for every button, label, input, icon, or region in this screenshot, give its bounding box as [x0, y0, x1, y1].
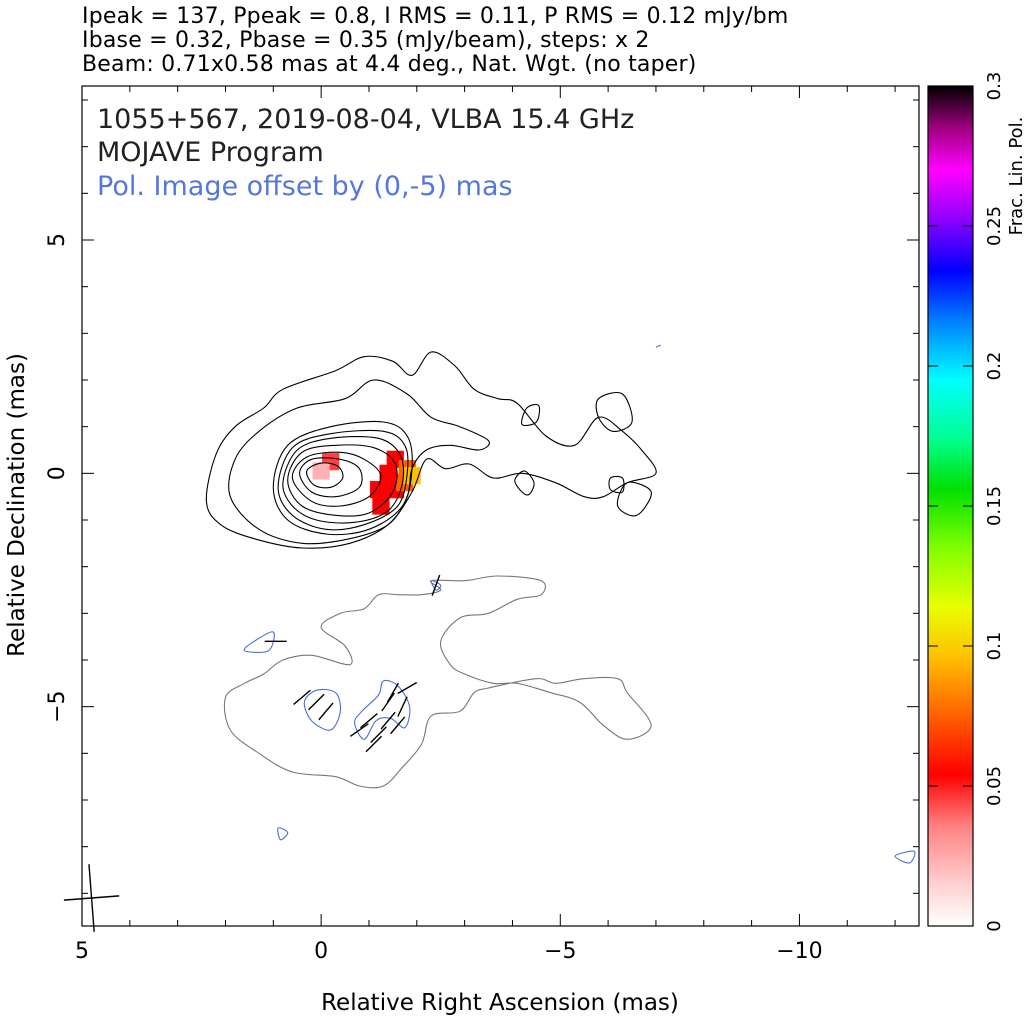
y-tick-label: 5	[45, 233, 70, 247]
x-axis-label: Relative Right Ascension (mas)	[321, 990, 679, 1016]
colorbar-tick-label: 0.05	[984, 766, 1005, 806]
pol-level-contour-7	[75, 634, 80, 636]
header-line-3: Beam: 0.71x0.58 mas at 4.4 deg., Nat. Wg…	[82, 52, 697, 77]
pol-pixel-1	[312, 462, 330, 480]
beam-minor-axis	[63, 895, 120, 901]
x-tick-label: 5	[75, 939, 89, 964]
evpa-vector-13	[390, 716, 406, 735]
stokes-i-contour-14	[616, 481, 652, 517]
pol-level-contour-8	[72, 644, 77, 646]
pol-offset-note: Pol. Image offset by (0,-5) mas	[97, 171, 513, 202]
y-tick-label: 0	[45, 466, 70, 480]
x-tick-label: 0	[314, 939, 328, 964]
evpa-vector-14	[397, 681, 418, 695]
x-tick-label: −10	[776, 939, 822, 964]
stokes-i-contour-6	[287, 444, 398, 517]
colorbar-tick-label: 0.3	[984, 72, 1005, 101]
header-line-1: Ipeak = 137, Ppeak = 0.8, I RMS = 0.11, …	[82, 4, 789, 29]
plot-frame	[81, 85, 920, 927]
evpa-vector-8	[380, 711, 396, 730]
evpa-vector-4	[318, 702, 334, 721]
stokes-i-contour-7	[291, 451, 382, 507]
stokes-i-contour-13	[608, 475, 625, 494]
stokes-i-contour-1	[205, 351, 657, 549]
axis-ticks: 5 0 −5 −10 5 0 −5	[45, 86, 919, 964]
stokes-i-contour-4	[277, 429, 409, 531]
evpa-vector-12	[381, 692, 395, 712]
pol-pixel-2	[369, 481, 388, 499]
y-tick-label: −5	[45, 690, 70, 722]
evpa-vector-7	[370, 726, 387, 743]
pol-level-contour-6	[894, 850, 916, 864]
map-title: 1055+567, 2019-08-04, VLBA 15.4 GHz	[97, 104, 634, 135]
y-axis-label: Relative Declination (mas)	[4, 353, 30, 657]
evpa-vector-1	[431, 574, 441, 596]
colorbar-tick-label: 0.25	[984, 206, 1005, 246]
colorbar-tick-label: 0.1	[984, 632, 1005, 661]
stokes-i-contour-12	[595, 391, 633, 432]
pol-level-contour-5	[277, 827, 289, 841]
colorbar-tick-label: 0	[984, 920, 1005, 931]
evpa-vectors	[264, 574, 441, 753]
evpa-vector-2	[293, 689, 311, 705]
stokes-i-contour-8	[299, 457, 363, 498]
colorbar-ticks: 0 0.05 0.1 0.15 0.2 0.25 0.3	[928, 72, 1005, 932]
stokes-i-contour-3	[272, 420, 413, 536]
stokes-i-contour-9	[306, 462, 344, 489]
evpa-vector-6	[360, 713, 378, 729]
colorbar-label: Frac. Lin. Pol.	[1006, 117, 1027, 236]
beam-symbol	[63, 864, 120, 932]
pol-level-contour-4	[655, 344, 661, 348]
evpa-vector-11	[397, 696, 408, 717]
stokes-i-contour-5	[282, 436, 405, 524]
evpa-vector-5	[349, 723, 369, 737]
map-subtitle: MOJAVE Program	[97, 137, 324, 168]
pol-base-contour	[223, 575, 652, 789]
stokes-i-contour-11	[521, 404, 541, 426]
evpa-vector-10	[386, 682, 399, 703]
x-tick-label: −5	[544, 939, 576, 964]
stokes-i-contour-2	[228, 379, 490, 545]
pol-level-contour-0	[303, 688, 342, 731]
stokes-i-contours	[205, 351, 657, 549]
pol-level-contour-3	[430, 580, 442, 591]
stokes-i-contour-10	[514, 470, 535, 496]
pol-pixel-4	[379, 464, 397, 482]
colorbar-tick-label: 0.15	[984, 486, 1005, 526]
header-line-2: Ibase = 0.32, Pbase = 0.35 (mJy/beam), s…	[82, 28, 650, 53]
pol-level-contour-2	[243, 631, 275, 654]
polarization-contours	[72, 344, 916, 864]
colorbar-tick-label: 0.2	[984, 352, 1005, 381]
evpa-vector-3	[308, 693, 325, 711]
evpa-vector-9	[365, 735, 383, 753]
